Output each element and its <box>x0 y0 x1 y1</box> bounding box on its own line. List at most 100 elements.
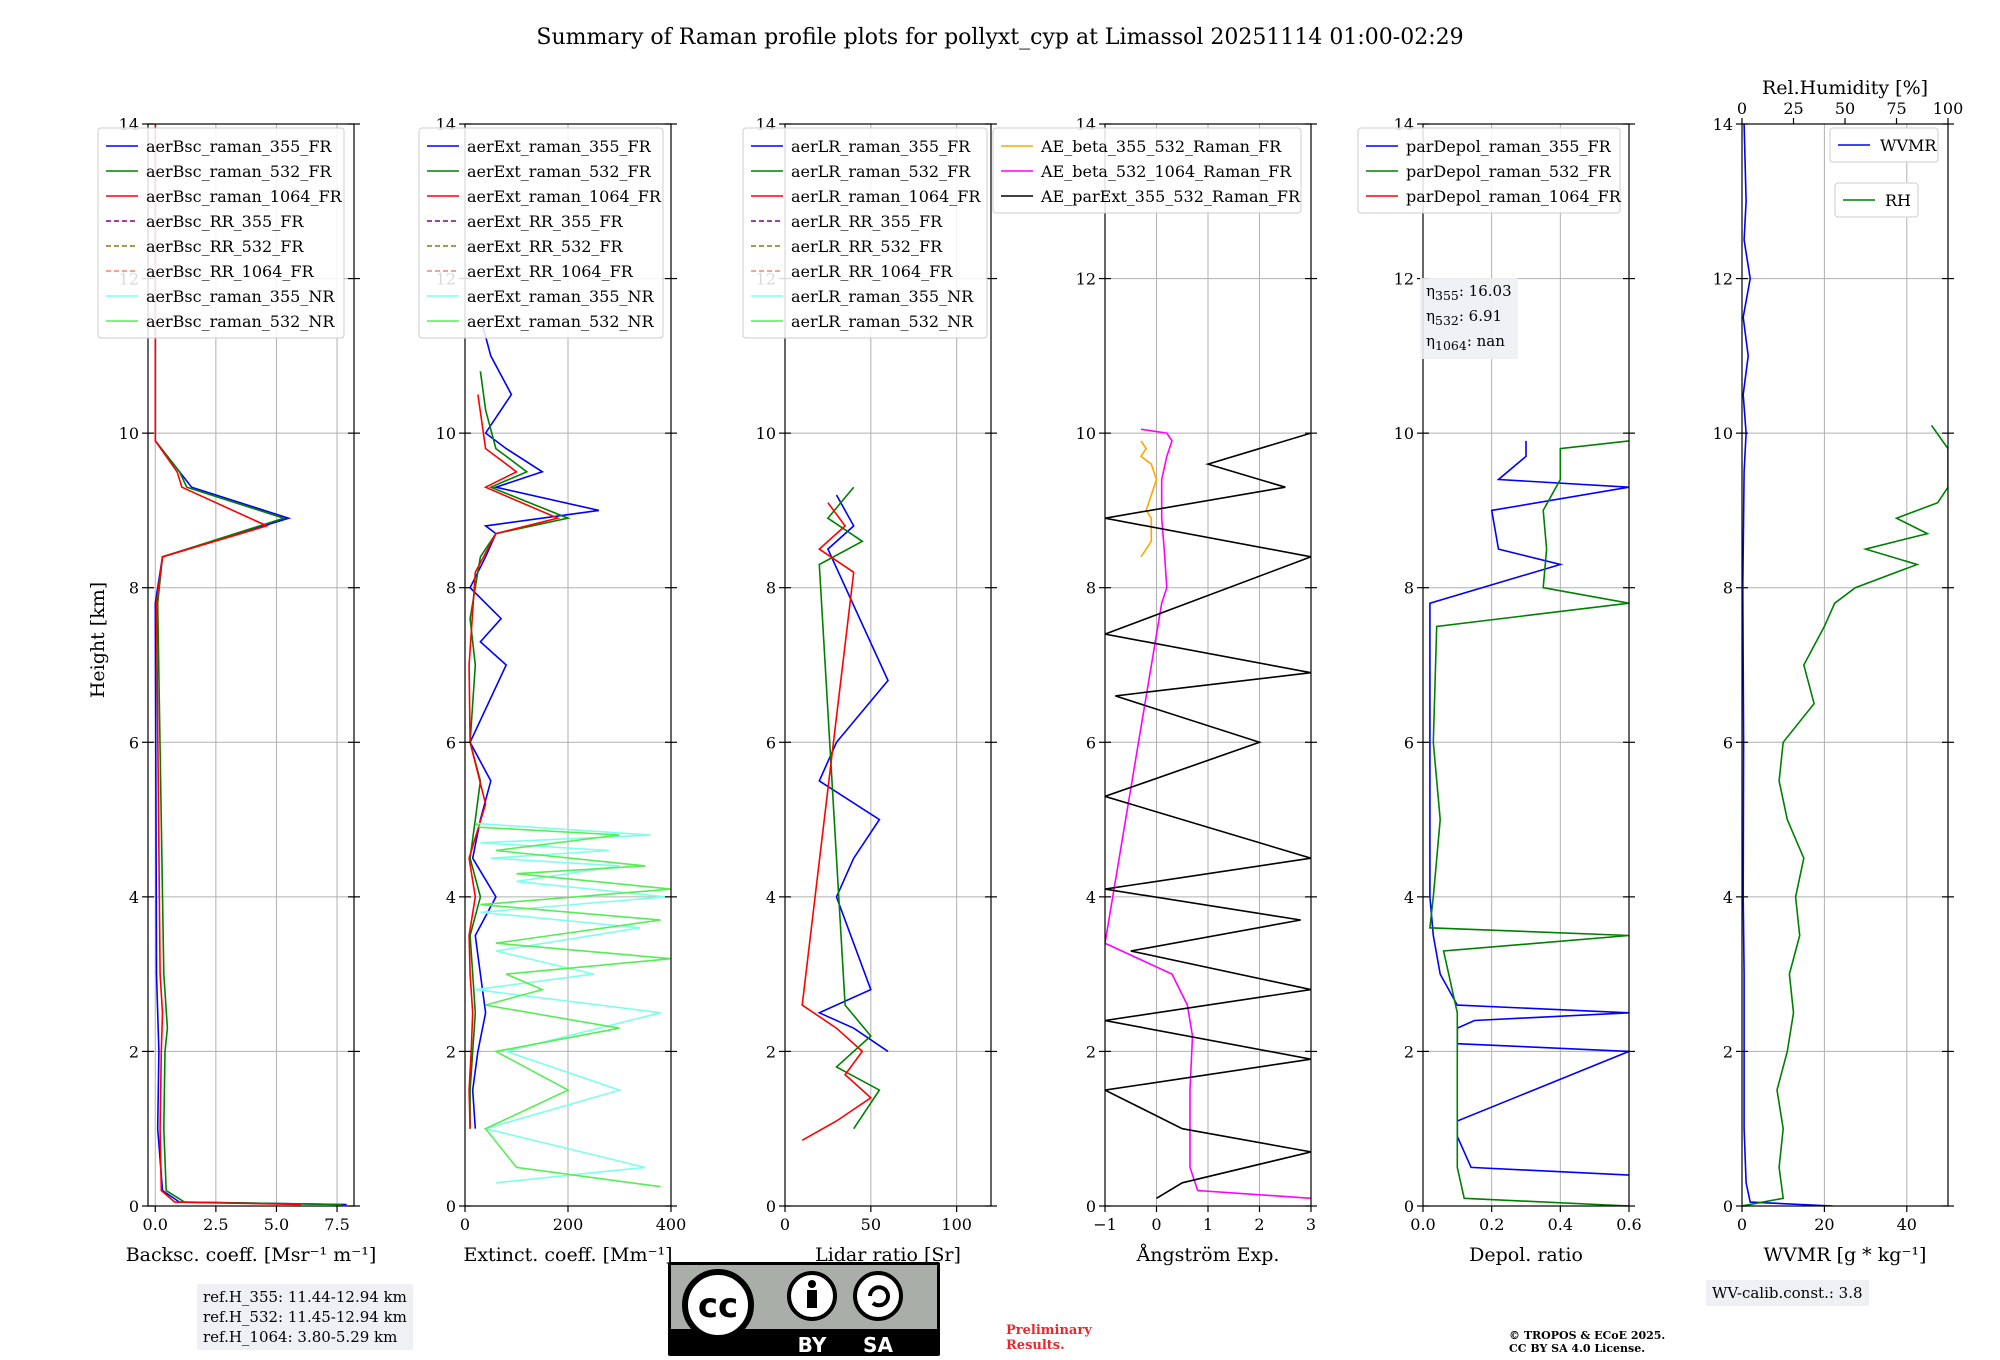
legend-label: aerExt_RR_1064_FR <box>467 262 634 281</box>
legend-label: aerExt_raman_1064_FR <box>467 187 662 206</box>
legend-box <box>742 127 988 339</box>
y-tick-label: 8 <box>1404 579 1414 598</box>
lidar-ratio-panel: 02468101214050100Lidar ratio [Sr]aerLR_r… <box>742 115 997 1266</box>
x-tick-label: 2.5 <box>203 1215 228 1234</box>
y-tick-label: 6 <box>446 733 456 752</box>
series-group <box>154 124 347 1206</box>
axes-frame <box>1422 123 1630 1207</box>
x-tick-label: 40 <box>1897 1215 1917 1234</box>
legend-label: aerLR_RR_532_FR <box>791 237 943 256</box>
copyright-note: © TROPOS & ECoE 2025. CC BY SA 4.0 Licen… <box>1509 1329 1665 1355</box>
y-tick-label: 8 <box>446 579 456 598</box>
wv-calib-note: WV-calib.const.: 3.8 <box>1706 1280 1869 1306</box>
legend-box <box>1834 182 1919 218</box>
y-tick-label: 8 <box>1086 579 1096 598</box>
legend-label: aerLR_RR_1064_FR <box>791 262 953 281</box>
y-tick-label: 8 <box>129 579 139 598</box>
y-axis-label: Height [km] <box>87 582 109 698</box>
legend-label: parDepol_raman_1064_FR <box>1406 187 1622 206</box>
series-line-aerExt_raman_532_NR <box>474 822 671 1188</box>
copyright-line-1: © TROPOS & ECoE 2025. <box>1509 1329 1666 1342</box>
series-group <box>1429 440 1629 1206</box>
legend-label: RH <box>1885 191 1911 210</box>
ref-h-532: ref.H_532: 11.45-12.94 km <box>203 1308 407 1326</box>
y-tick-label: 12 <box>1713 270 1733 289</box>
by-label: BY <box>798 1333 827 1357</box>
sa-label: SA <box>863 1333 893 1357</box>
series-line-WVMR <box>1742 124 1833 1206</box>
legend-label: aerBsc_RR_532_FR <box>146 237 304 256</box>
wv-calib-const: WV-calib.const.: 3.8 <box>1712 1284 1863 1302</box>
series-line-AE_beta_532_1064_Raman_FR <box>1105 428 1311 1200</box>
y-tick-label: 4 <box>1404 888 1414 907</box>
y-tick-label: 2 <box>1404 1042 1414 1061</box>
legend-label: aerLR_raman_532_FR <box>791 162 971 181</box>
series-line-aerExt_raman_355_FR <box>469 316 600 1129</box>
legend-label: aerExt_raman_355_FR <box>467 137 652 156</box>
extinction-panel: 024681012140200400Extinct. coeff. [Mm⁻¹]… <box>418 115 686 1266</box>
x-tick-label: 5.0 <box>264 1215 289 1234</box>
legend-label: aerBsc_RR_1064_FR <box>146 262 315 281</box>
legend-box <box>1357 127 1621 214</box>
legend-label: aerBsc_raman_355_NR <box>146 287 335 306</box>
x-axis-label: Extinct. coeff. [Mm⁻¹] <box>463 1244 672 1266</box>
x-tick-label: 0 <box>1737 1215 1747 1234</box>
ref-h-1064: ref.H_1064: 3.80-5.29 km <box>203 1328 398 1346</box>
x2-tick-label: 50 <box>1835 99 1855 118</box>
preliminary-line-2: Results. <box>1006 1338 1065 1353</box>
x-tick-label: −1 <box>1093 1215 1117 1234</box>
y-tick-label: 4 <box>1723 888 1733 907</box>
y-tick-label: 2 <box>446 1042 456 1061</box>
legend-label: aerBsc_RR_355_FR <box>146 212 304 231</box>
legend-label: aerExt_RR_355_FR <box>467 212 624 231</box>
legend-label: aerLR_RR_355_FR <box>791 212 943 231</box>
eta-532: η532: 6.91 <box>1426 307 1503 328</box>
legend-box <box>992 127 1302 214</box>
legend-box <box>1829 127 1939 163</box>
series-group <box>801 486 889 1141</box>
legend-box <box>418 127 664 339</box>
axes-frame <box>1741 123 1949 1207</box>
y-tick-label: 6 <box>129 733 139 752</box>
series-line-aerLR_raman_1064_FR <box>801 502 873 1141</box>
reference-height-note: ref.H_355: 11.44-12.94 km ref.H_532: 11.… <box>197 1284 413 1350</box>
x-tick-label: 7.5 <box>324 1215 349 1234</box>
x2-tick-label: 75 <box>1886 99 1906 118</box>
x2-tick-label: 0 <box>1737 99 1747 118</box>
y-tick-label: 2 <box>1723 1042 1733 1061</box>
legend-box <box>97 127 345 339</box>
eta-1064: η1064: nan <box>1426 332 1505 353</box>
series-line-aerLR_raman_355_FR <box>817 494 889 1053</box>
y-tick-label: 6 <box>1723 733 1733 752</box>
legend-label: aerLR_raman_1064_FR <box>791 187 981 206</box>
legend-label: aerLR_raman_355_NR <box>791 287 974 306</box>
legend-label: aerExt_raman_532_FR <box>467 162 652 181</box>
y-tick-label: 2 <box>1086 1042 1096 1061</box>
legend-label: AE_beta_532_1064_Raman_FR <box>1040 162 1292 181</box>
y-tick-label: 6 <box>1086 733 1096 752</box>
y-tick-label: 8 <box>1723 579 1733 598</box>
series-group <box>1742 124 1948 1206</box>
by-icon-head <box>808 1280 816 1288</box>
legend-label: aerExt_RR_532_FR <box>467 237 624 256</box>
x-tick-label: 0.0 <box>143 1215 168 1234</box>
x2-tick-label: 100 <box>1933 99 1964 118</box>
series-line-aerBsc_raman_1064_FR <box>154 124 301 1206</box>
axes-frame <box>784 123 992 1207</box>
legend-label: aerLR_raman_532_NR <box>791 312 974 331</box>
series-line-parDepol_raman_532_FR <box>1429 440 1629 1206</box>
y-tick-label: 0 <box>1723 1197 1733 1216</box>
y-tick-label: 12 <box>1076 270 1096 289</box>
series-group <box>468 316 671 1188</box>
y-tick-label: 14 <box>1713 115 1733 134</box>
axes-frame <box>147 123 355 1207</box>
y-tick-label: 0 <box>446 1197 456 1216</box>
series-line-aerExt_raman_1064_FR <box>468 394 561 1129</box>
legend-label: aerExt_raman_355_NR <box>467 287 655 306</box>
legend-label: aerLR_raman_355_FR <box>791 137 971 156</box>
x-axis-label: Lidar ratio [Sr] <box>815 1244 961 1266</box>
